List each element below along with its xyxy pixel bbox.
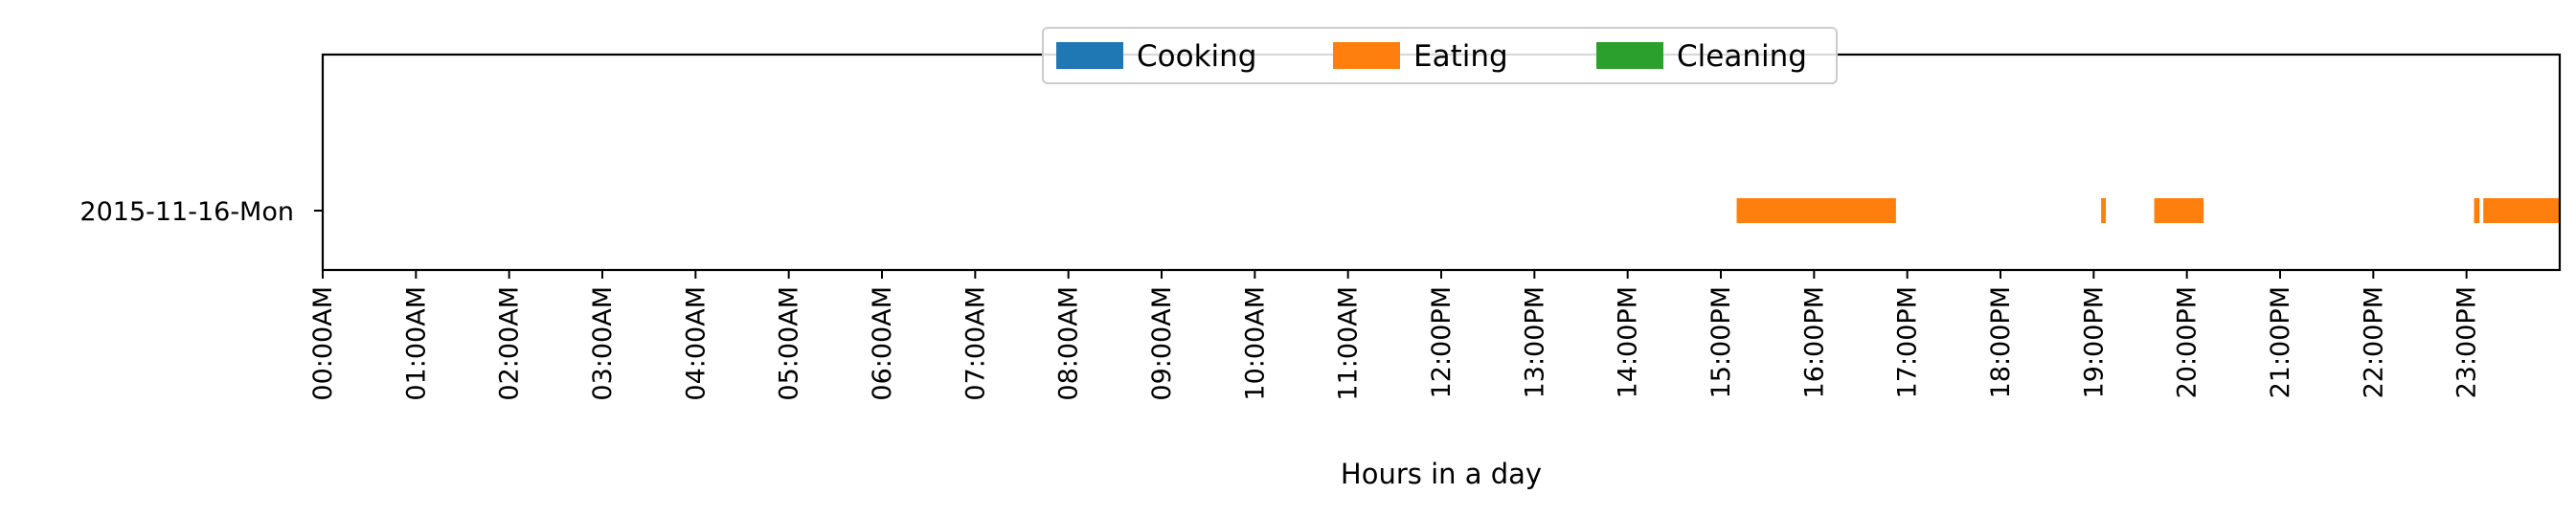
bar-eating-3 [2474,198,2480,223]
legend-swatch-cooking [1056,42,1123,69]
x-tick-label: 06:00AM [868,286,897,401]
plot-frame [321,53,2562,272]
legend: Cooking Eating Cleaning [1042,27,1838,84]
y-axis: 2015-11-16-Mon [79,197,323,227]
x-tick-label: 08:00AM [1054,286,1084,401]
x-tick-label: 04:00AM [681,286,711,401]
x-tick-label: 09:00AM [1147,286,1177,401]
legend-swatch-eating [1333,42,1400,69]
x-tick-label: 19:00PM [2079,286,2109,398]
legend-box [1042,27,1838,84]
bar-eating-2 [2154,198,2204,223]
bar-eating-4 [2483,198,2560,223]
x-axis-label: Hours in a day [1341,458,1542,490]
x-axis: 00:00AM 01:00AM 02:00AM 03:00AM 04:00AM 05:00… [308,270,2482,401]
x-tick-label: 20:00PM [2173,286,2203,398]
x-tick-label: 00:00AM [308,286,338,401]
x-tick-label: 07:00AM [960,286,990,401]
legend-label-cleaning: Cleaning [1677,39,1807,74]
x-tick-label: 02:00AM [495,286,525,401]
legend-label-cooking: Cooking [1137,39,1256,74]
x-tick-label: 12:00PM [1427,286,1457,398]
x-tick-label: 23:00PM [2452,286,2482,398]
legend-swatch-cleaning [1596,42,1663,69]
x-tick-label: 13:00PM [1520,286,1549,398]
legend-label-eating: Eating [1413,39,1508,74]
bar-eating-1 [2101,198,2106,223]
x-tick-label: 01:00AM [401,286,431,401]
x-tick-label: 05:00AM [775,286,804,401]
bars-layer [1736,198,2560,223]
x-tick-label: 15:00PM [1706,286,1736,398]
y-tick-label: 2015-11-16-Mon [79,197,294,227]
x-tick-label: 10:00AM [1240,286,1270,401]
x-tick-label: 16:00PM [1799,286,1829,398]
x-tick-label: 21:00PM [2266,286,2295,398]
x-tick-label: 03:00AM [588,286,618,401]
x-tick-label: 14:00PM [1614,286,1643,398]
x-tick-label: 18:00PM [1986,286,2016,398]
x-tick-label: 22:00PM [2359,286,2388,398]
x-tick-label: 11:00AM [1334,286,1364,401]
bar-eating-0 [1736,198,1896,223]
x-tick-label: 17:00PM [1893,286,1923,398]
